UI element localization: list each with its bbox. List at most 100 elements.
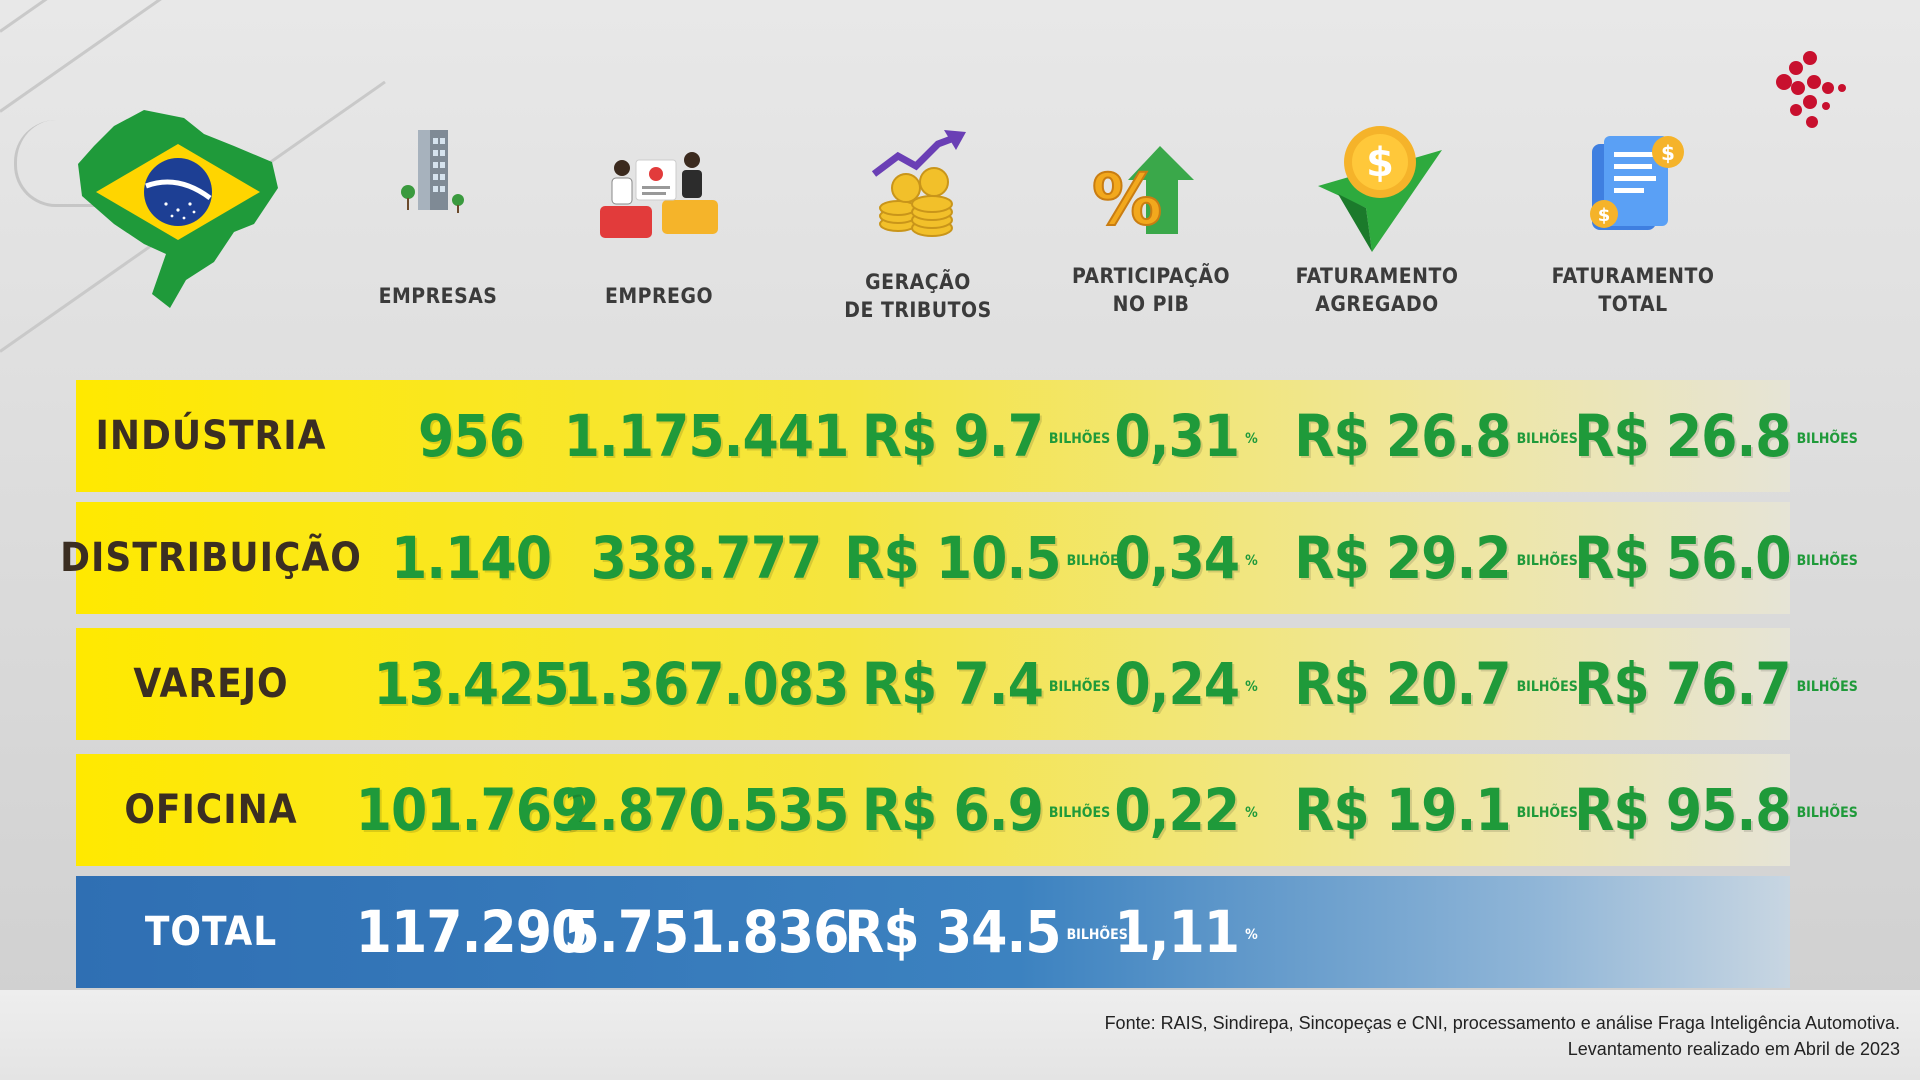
cell-empresas: 1.140: [346, 502, 596, 614]
background-diagonal-line: [0, 0, 214, 113]
value-empresas: 101.769: [355, 776, 588, 844]
value-empresas: 956: [418, 402, 525, 470]
cell-pib: 0,22%: [1056, 754, 1316, 866]
cell-emprego: 5.751.836: [546, 876, 866, 988]
table-row-total: TOTAL 117.290 5.751.836 R$ 34.5 BILHÕES 1…: [76, 876, 1790, 988]
survey-date-line: Levantamento realizado em Abril de 2023: [1567, 1039, 1900, 1059]
cell-empresas: 956: [346, 380, 596, 492]
unit-percent: %: [1245, 679, 1258, 695]
row-label: OFICINA: [124, 787, 298, 833]
cell-tributos: R$ 10.5 BILHÕES: [796, 502, 1176, 614]
value-agregado: R$ 26.8: [1294, 402, 1511, 470]
cell-emprego: 1.367.083: [546, 628, 866, 740]
cell-faturamento-total: R$ 26.8 BILHÕES: [1526, 380, 1906, 492]
value-pib: 1,11: [1114, 898, 1240, 966]
source-line: Fonte: RAIS, Sindirepa, Sincopeças e CNI…: [1104, 1013, 1900, 1033]
value-empresas: 13.425: [373, 650, 569, 718]
cell-empresas: 117.290: [346, 876, 596, 988]
value-total: R$ 95.8: [1574, 776, 1791, 844]
value-empresas: 1.140: [390, 524, 552, 592]
cell-faturamento-agregado: R$ 26.8 BILHÕES: [1246, 380, 1626, 492]
value-tributos: R$ 6.9: [861, 776, 1044, 844]
header-participacao-pib: PARTICIPAÇÃO NO PIB: [1071, 264, 1231, 316]
percent-arrow-icon: %: [1091, 146, 1194, 234]
building-icon: [401, 130, 464, 213]
unit-bilhoes: BILHÕES: [1048, 431, 1111, 447]
value-emprego: 5.751.836: [563, 898, 850, 966]
cell-tributos: R$ 9.7 BILHÕES: [796, 380, 1176, 492]
row-label: INDÚSTRIA: [95, 413, 327, 459]
unit-percent: %: [1245, 431, 1258, 447]
value-agregado: R$ 20.7: [1294, 650, 1511, 718]
svg-text:%: %: [1092, 159, 1162, 234]
unit-percent: %: [1245, 805, 1258, 821]
header-geracao-tributos: GERAÇÃO DE TRIBUTOS: [844, 270, 992, 322]
header-faturamento-agregado: FATURAMENTO AGREGADO: [1295, 264, 1459, 316]
table-row-oficina: OFICINA 101.769 2.870.535 R$ 6.9 BILHÕES …: [76, 754, 1858, 866]
table-row-industria: INDÚSTRIA 956 1.175.441 R$ 9.7 BILHÕES 0,…: [76, 380, 1858, 492]
unit-bilhoes: BILHÕES: [1796, 679, 1858, 695]
header-emprego: EMPREGO: [604, 284, 714, 308]
svg-text:$: $: [1661, 141, 1675, 165]
value-total: R$ 56.0: [1574, 524, 1791, 592]
unit-bilhoes: BILHÕES: [1796, 805, 1858, 821]
cell-faturamento-agregado: R$ 29.2 BILHÕES: [1246, 502, 1626, 614]
workers-icon: [600, 152, 718, 238]
value-tributos: R$ 9.7: [861, 402, 1044, 470]
cell-pib: 0,31%: [1056, 380, 1316, 492]
unit-bilhoes: BILHÕES: [1066, 553, 1128, 569]
cell-pib: 0,34%: [1056, 502, 1316, 614]
table-row-varejo: VAREJO 13.425 1.367.083 R$ 7.4 BILHÕES 0,…: [76, 628, 1858, 740]
cell-faturamento-total: R$ 76.7 BILHÕES: [1526, 628, 1906, 740]
cell-emprego: 1.175.441: [546, 380, 866, 492]
cell-pib: 0,24%: [1056, 628, 1316, 740]
unit-bilhoes: BILHÕES: [1048, 805, 1111, 821]
value-empresas: 117.290: [355, 898, 588, 966]
unit-bilhoes: BILHÕES: [1516, 805, 1578, 821]
table-row-distribuicao: DISTRIBUIÇÃO 1.140 338.777 R$ 10.5 BILHÕE…: [60, 502, 1858, 614]
value-total: R$ 76.7: [1574, 650, 1791, 718]
row-label: TOTAL: [144, 909, 278, 955]
cell-faturamento-total: R$ 95.8 BILHÕES: [1526, 754, 1906, 866]
value-emprego: 1.367.083: [563, 650, 850, 718]
row-label: DISTRIBUIÇÃO: [60, 535, 362, 581]
dollar-arrow-icon: $: [1318, 126, 1442, 252]
brazil-map-icon: [78, 110, 278, 308]
value-tributos: R$ 7.4: [861, 650, 1044, 718]
floor-band: [0, 990, 1920, 1080]
header-empresas: EMPRESAS: [378, 284, 498, 308]
cell-empresas: 101.769: [346, 754, 596, 866]
cell-tributos: R$ 7.4 BILHÕES: [796, 628, 1176, 740]
brand-logo-icon: [1776, 51, 1846, 128]
cell-empresas: 13.425: [346, 628, 596, 740]
background-rounded-line: [14, 120, 137, 207]
row-label: VAREJO: [133, 661, 289, 707]
cell-emprego: 338.777: [546, 502, 866, 614]
svg-text:$: $: [1366, 140, 1394, 186]
background-diagonal-line: [0, 0, 116, 33]
unit-bilhoes: BILHÕES: [1048, 679, 1111, 695]
cell-emprego: 2.870.535: [546, 754, 866, 866]
value-pib: 0,22: [1114, 776, 1240, 844]
unit-percent: %: [1245, 927, 1258, 943]
value-tributos: R$ 34.5: [844, 898, 1061, 966]
coins-growth-icon: [871, 130, 966, 237]
cell-pib: 1,11%: [1056, 876, 1316, 988]
unit-bilhoes: BILHÕES: [1516, 553, 1578, 569]
value-emprego: 2.870.535: [563, 776, 850, 844]
value-tributos: R$ 10.5: [844, 524, 1061, 592]
bill-scroll-icon: $ $: [1590, 136, 1684, 230]
value-emprego: 338.777: [590, 524, 823, 592]
source-note: Fonte: RAIS, Sindirepa, Sincopeças e CNI…: [1105, 1010, 1900, 1062]
unit-bilhoes: BILHÕES: [1796, 431, 1858, 447]
cell-tributos: R$ 6.9 BILHÕES: [796, 754, 1176, 866]
header-faturamento-total: FATURAMENTO TOTAL: [1551, 264, 1715, 316]
value-pib: 0,31: [1114, 402, 1240, 470]
value-total: R$ 26.8: [1574, 402, 1791, 470]
cell-faturamento-total: R$ 56.0 BILHÕES: [1526, 502, 1906, 614]
value-agregado: R$ 29.2: [1294, 524, 1511, 592]
value-pib: 0,24: [1114, 650, 1240, 718]
value-emprego: 1.175.441: [563, 402, 850, 470]
unit-bilhoes: BILHÕES: [1066, 927, 1128, 943]
cell-tributos: R$ 34.5 BILHÕES: [796, 876, 1176, 988]
